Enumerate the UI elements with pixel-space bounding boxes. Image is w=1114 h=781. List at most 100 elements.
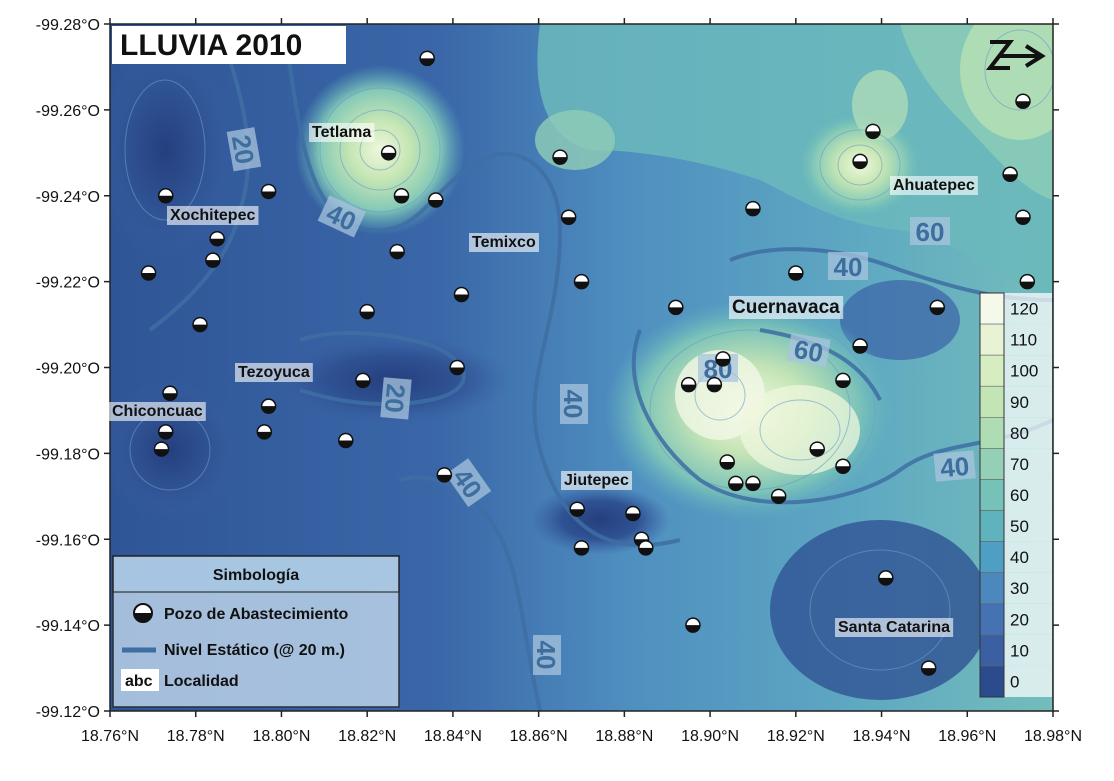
colorbar-label: 60	[1010, 486, 1029, 505]
well-marker-icon	[1015, 209, 1031, 225]
y-tick-label: -99.20°O	[36, 361, 100, 378]
well-marker-icon	[1019, 273, 1036, 290]
locality-label: Tezoyuca	[235, 363, 313, 382]
well-marker-icon	[685, 617, 701, 633]
svg-text:Tetlama: Tetlama	[312, 124, 371, 141]
contour-label: 40	[531, 635, 561, 675]
well-marker-icon	[393, 188, 410, 204]
well-marker-icon	[428, 192, 444, 208]
colorbar-label: 10	[1010, 641, 1029, 660]
well-marker-icon	[359, 303, 375, 320]
y-tick-label: -99.26°O	[36, 103, 100, 120]
contour-label: 20	[379, 377, 412, 420]
y-tick-label: -99.16°O	[36, 532, 100, 549]
x-tick-label: 18.84°N	[424, 728, 482, 745]
svg-text:20: 20	[226, 133, 261, 167]
colorbar-swatch	[979, 665, 1005, 698]
well-marker-icon	[809, 441, 825, 457]
well-marker-icon	[157, 424, 174, 440]
well-marker-icon	[920, 660, 937, 676]
x-tick-label: 18.98°N	[1024, 728, 1082, 745]
y-tick-label: -99.18°O	[36, 446, 100, 463]
colorbar-label: 20	[1010, 610, 1029, 629]
well-marker-icon	[355, 372, 371, 389]
x-tick-label: 18.94°N	[853, 728, 911, 745]
legend-static-label: Nivel Estático (@ 20 m.)	[164, 642, 345, 659]
locality-label: Temixco	[469, 233, 539, 252]
locality-label: Chiconcuac	[109, 402, 206, 421]
colorbar-label: 0	[1010, 672, 1019, 691]
svg-text:40: 40	[939, 451, 970, 483]
x-tick-label: 18.96°N	[938, 728, 996, 745]
well-marker-icon	[865, 123, 881, 140]
well-marker-icon	[668, 299, 684, 316]
svg-text:60: 60	[916, 217, 945, 247]
well-marker-icon	[1015, 93, 1031, 110]
contour-label: 40	[828, 252, 868, 282]
locality-label: Tetlama	[309, 123, 375, 142]
well-marker-icon	[573, 540, 590, 556]
colorbar-label: 120	[1010, 300, 1038, 319]
well-marker-icon	[625, 505, 641, 522]
well-marker-icon	[719, 454, 735, 470]
well-marker-icon	[573, 273, 590, 290]
y-tick-label: -99.14°O	[36, 618, 100, 635]
well-marker-icon	[835, 458, 851, 475]
well-marker-icon	[192, 316, 208, 333]
well-marker-icon	[770, 488, 787, 505]
well-marker-icon	[745, 475, 761, 492]
legend-locality-symbol: abc	[125, 673, 153, 690]
well-marker-icon	[788, 265, 804, 281]
colorbar-swatch	[979, 572, 1005, 605]
colorbar-label: 30	[1010, 579, 1029, 598]
well-marker-icon	[449, 359, 465, 376]
x-axis: 18.76°N 18.78°N 18.80°N 18.82°N 18.84°N 18.86…	[81, 18, 1082, 745]
svg-text:Ahuatepec: Ahuatepec	[893, 177, 975, 194]
y-tick-label: -99.28°O	[36, 17, 100, 34]
colorbar-swatch	[979, 417, 1005, 449]
well-marker-icon	[552, 149, 568, 165]
legend-title: Simbología	[213, 567, 299, 584]
y-tick-label: -99.24°O	[36, 189, 100, 206]
colorbar-label: 90	[1010, 393, 1029, 412]
localities-layer: Tetlama Xochitepec Temixco Ahuatepec Cuernav…	[109, 123, 978, 637]
locality-label: Jiutepec	[561, 471, 633, 490]
legend: Simbología Pozo de Abastecimiento Nivel …	[112, 555, 400, 708]
svg-text:Tezoyuca: Tezoyuca	[238, 364, 310, 381]
well-marker-icon	[419, 50, 435, 67]
well-marker-icon	[260, 398, 277, 414]
x-tick-label: 18.92°N	[767, 728, 825, 745]
colorbar-label: 80	[1010, 424, 1029, 443]
well-marker-icon	[380, 145, 397, 161]
well-marker-icon	[929, 299, 946, 316]
x-tick-label: 18.90°N	[681, 728, 739, 745]
y-tick-label: -99.22°O	[36, 275, 100, 292]
well-marker-icon	[162, 385, 178, 402]
svg-text:Jiutepec: Jiutepec	[564, 472, 629, 489]
well-marker-icon	[436, 467, 453, 483]
colorbar-swatch	[979, 479, 1005, 511]
well-marker-icon	[745, 200, 761, 217]
x-tick-label: 18.78°N	[167, 728, 225, 745]
svg-text:40: 40	[531, 641, 561, 670]
svg-text:Santa Catarina: Santa Catarina	[838, 619, 950, 636]
well-marker-icon	[389, 243, 405, 260]
well-marker-icon	[715, 351, 731, 367]
well-marker-icon	[205, 252, 221, 268]
well-marker-icon	[453, 286, 470, 303]
locality-label: Xochitepec	[167, 206, 259, 225]
well-marker-icon	[260, 183, 277, 200]
map-title: LLUVIA 2010	[120, 29, 302, 62]
svg-text:40: 40	[558, 390, 588, 419]
colorbar-label: 50	[1010, 517, 1029, 536]
colorbar-label: 100	[1010, 362, 1038, 381]
well-marker-icon	[835, 372, 851, 389]
svg-text:Cuernavaca: Cuernavaca	[732, 297, 840, 318]
well-marker-icon	[852, 338, 868, 354]
well-marker-icon	[140, 265, 157, 281]
well-marker-icon	[728, 475, 744, 492]
well-marker-icon	[209, 230, 225, 247]
map-title-box: LLUVIA 2010	[112, 26, 346, 64]
y-tick-label: -99.12°O	[36, 704, 100, 721]
